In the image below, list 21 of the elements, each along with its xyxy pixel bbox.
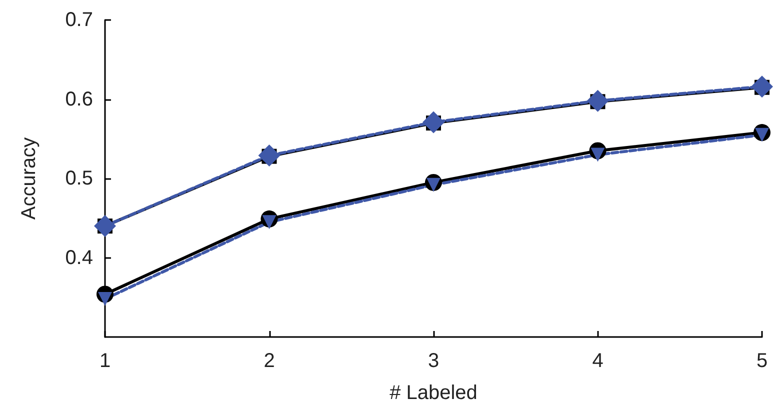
x-tick-label: 5: [756, 350, 768, 372]
point: [262, 215, 276, 230]
point: [98, 292, 112, 306]
point: [590, 148, 605, 162]
x-tick-label: 1: [99, 350, 111, 372]
y-tick-label: 0.7: [65, 9, 93, 31]
x-tick-label: 4: [592, 350, 604, 372]
point: [258, 144, 280, 167]
x-axis-title: # Labeled: [390, 382, 478, 404]
y-tick-label: 0.6: [65, 88, 93, 110]
point: [94, 215, 116, 238]
point: [755, 128, 769, 142]
x-tick-label: 3: [428, 350, 440, 372]
y-axis-title: Accuracy: [18, 137, 40, 220]
point: [426, 178, 440, 192]
x-tick-label: 2: [264, 350, 275, 372]
y-tick-label: 0.5: [65, 168, 93, 190]
point: [751, 76, 773, 98]
point: [422, 111, 444, 134]
y-tick-label: 0.4: [65, 246, 93, 269]
point: [586, 90, 609, 112]
